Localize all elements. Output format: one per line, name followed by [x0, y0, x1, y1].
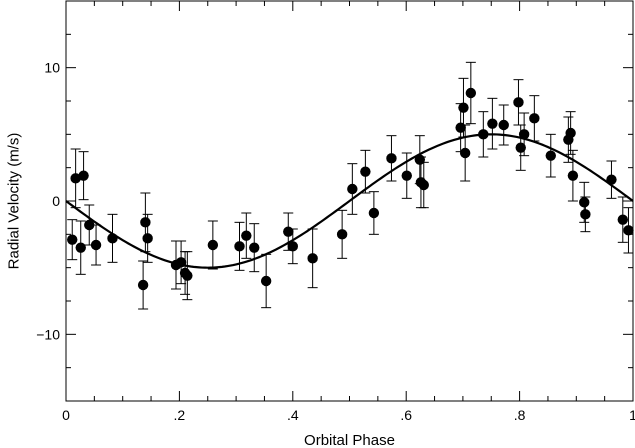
data-point-group — [498, 104, 509, 146]
data-point — [565, 127, 576, 139]
data-point-group — [336, 209, 348, 259]
data-point — [458, 102, 469, 113]
y-tick-label: −10 — [36, 326, 60, 342]
data-point — [207, 239, 219, 251]
data-point-group — [260, 253, 272, 309]
data-point — [418, 179, 429, 191]
data-point — [498, 119, 509, 131]
data-point — [307, 253, 318, 264]
data-point-group — [465, 61, 477, 125]
data-point-group — [182, 251, 193, 301]
data-point — [455, 122, 466, 133]
data-point — [545, 150, 556, 161]
data-point-group — [545, 133, 556, 178]
data-point-group — [107, 213, 118, 263]
data-point — [487, 118, 498, 129]
data-point — [78, 170, 89, 181]
data-point-group — [70, 148, 81, 209]
data-point-group — [529, 95, 540, 142]
x-tick-label: .4 — [287, 407, 299, 423]
data-point-group — [75, 220, 86, 275]
data-point-group — [606, 160, 617, 199]
data-point-group — [249, 223, 260, 273]
data-point — [513, 97, 524, 108]
data-point — [287, 241, 298, 252]
data-point-group — [459, 124, 471, 182]
data-point — [347, 183, 358, 195]
axis-ticks — [65, 0, 634, 402]
x-tick-label: 0 — [62, 407, 70, 423]
y-tick-label: 10 — [44, 60, 60, 76]
data-point-group — [137, 260, 149, 310]
data-point-group — [617, 196, 628, 243]
data-point-group — [84, 204, 95, 246]
data-point — [75, 242, 86, 253]
y-tick-label: 0 — [52, 193, 60, 209]
data-point — [579, 197, 590, 208]
data-points — [67, 61, 634, 310]
data-point — [623, 225, 634, 236]
data-point-group — [487, 97, 498, 150]
data-point-group — [418, 161, 429, 209]
data-point-group — [207, 220, 219, 270]
data-point — [386, 153, 397, 164]
x-tick-label: .2 — [174, 407, 186, 423]
data-point-group — [623, 207, 634, 254]
data-point-group — [513, 79, 524, 126]
data-point — [249, 242, 260, 253]
data-point — [142, 233, 153, 244]
data-point — [459, 147, 471, 159]
data-point-group — [90, 224, 102, 266]
data-point-group — [78, 151, 89, 201]
data-point-group — [287, 228, 298, 265]
data-point-group — [565, 111, 576, 155]
data-point-group — [67, 219, 78, 261]
data-point — [401, 170, 412, 181]
x-axis-title: Orbital Phase — [304, 432, 395, 448]
data-point — [241, 230, 252, 241]
data-point — [465, 87, 477, 99]
data-point — [137, 279, 149, 291]
data-point-group — [368, 191, 380, 235]
data-point — [336, 229, 348, 240]
data-point — [70, 173, 81, 184]
data-point-group — [307, 228, 318, 289]
data-point — [140, 217, 151, 228]
data-point — [617, 214, 628, 225]
data-point-group — [386, 135, 397, 182]
data-point — [360, 166, 371, 177]
data-point — [90, 239, 102, 251]
fit-curve — [65, 133, 634, 269]
data-point-group — [580, 196, 591, 233]
data-point-group — [347, 163, 358, 215]
x-tick-label: .6 — [400, 407, 412, 423]
data-point — [529, 113, 540, 124]
data-point — [283, 226, 294, 237]
data-point-group — [241, 212, 252, 259]
data-point-group — [478, 111, 489, 158]
data-point — [515, 142, 526, 153]
data-point — [260, 275, 272, 287]
data-point — [182, 270, 193, 281]
tick-labels: 0 .2 .4 .6 .8 1 −10 0 10 — [36, 60, 635, 423]
data-point — [580, 209, 591, 220]
data-point — [567, 170, 579, 181]
y-axis-title: Radial Velocity (m/s) — [5, 133, 22, 270]
data-point — [368, 207, 380, 219]
data-point — [67, 234, 78, 245]
data-point-group — [234, 221, 245, 271]
data-point — [84, 219, 95, 231]
x-tick-label: 1 — [629, 407, 635, 423]
x-tick-label: .8 — [514, 407, 526, 423]
data-point — [234, 241, 245, 252]
